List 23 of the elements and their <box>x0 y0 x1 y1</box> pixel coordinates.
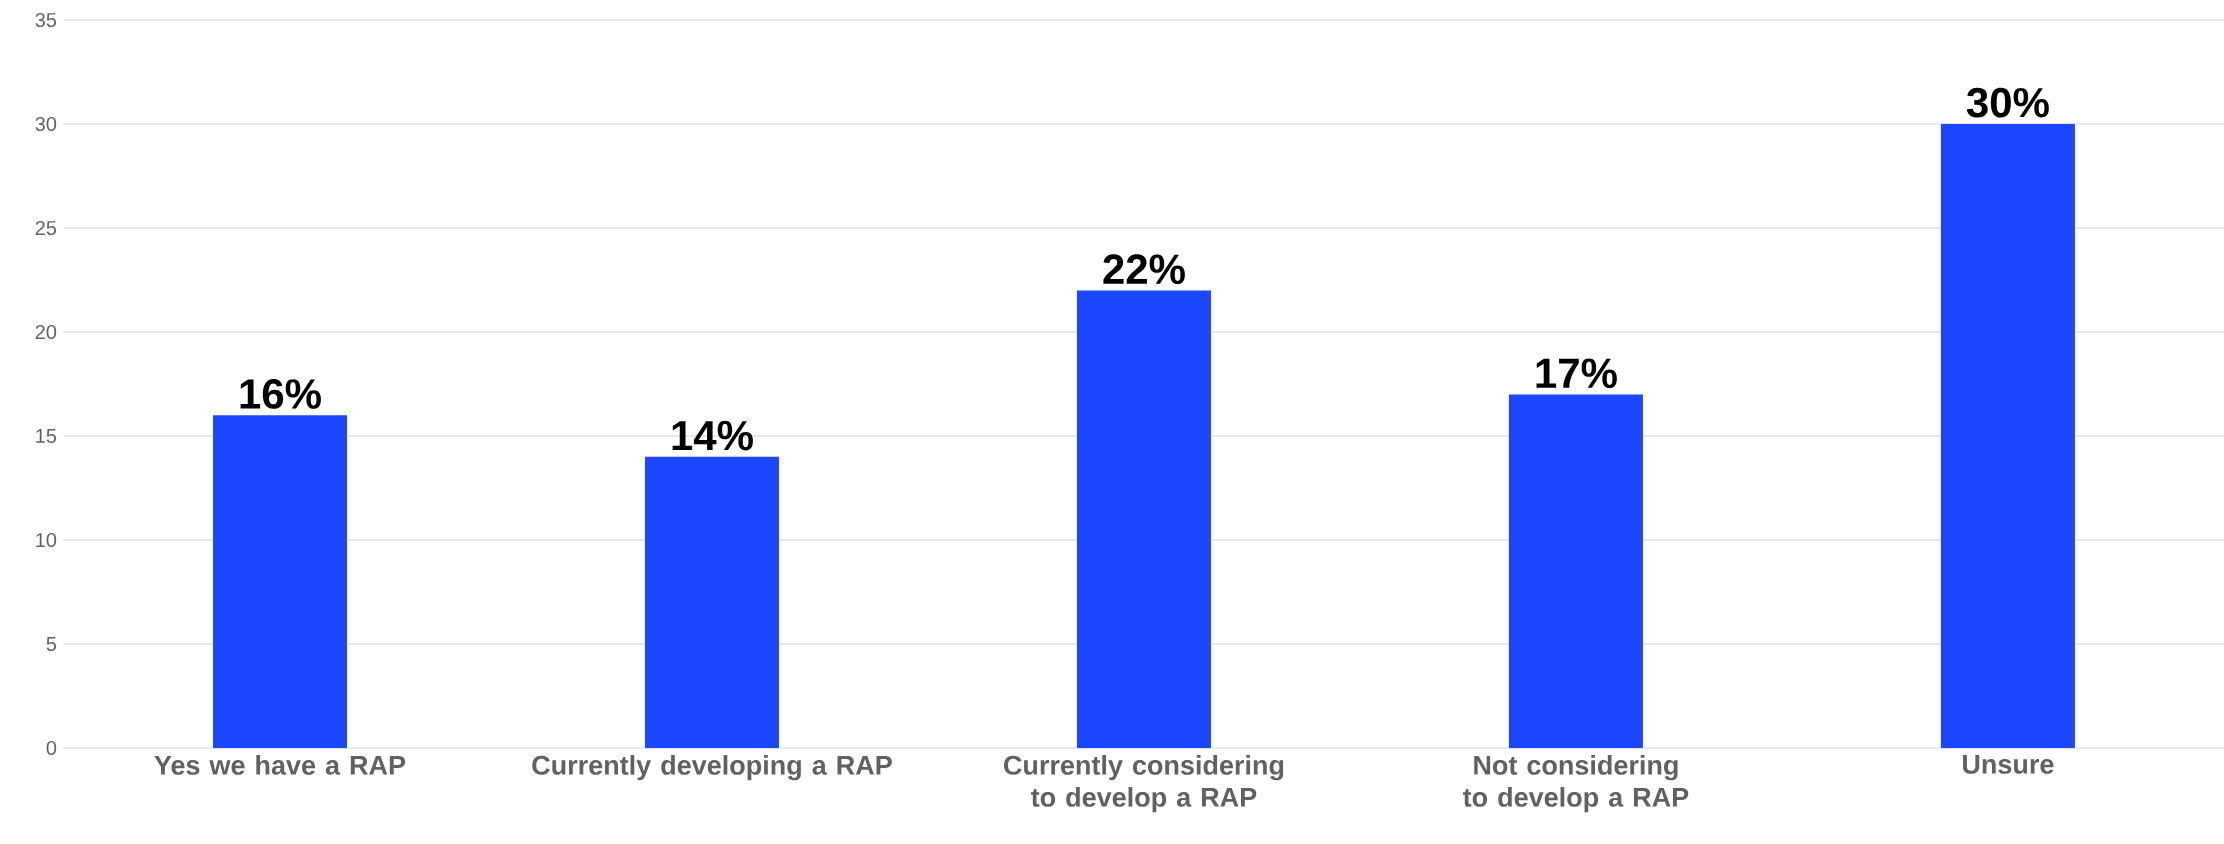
y-tick-label: 35 <box>35 12 57 28</box>
y-tick-label: 10 <box>36 532 57 548</box>
x-tick-label: Yes we have a RAP <box>154 755 406 775</box>
y-tick-label: 25 <box>35 220 57 236</box>
data-label: 22% <box>1103 254 1185 285</box>
bar <box>212 415 347 748</box>
bar <box>1076 290 1211 748</box>
x-tick-label: Unsure <box>1963 755 2054 774</box>
x-tick-label: Currently considering to develop a RAP <box>1004 755 1284 813</box>
y-tick-label: 20 <box>35 324 57 340</box>
bar <box>644 456 779 748</box>
data-label: 14% <box>672 420 753 451</box>
y-tick-label: 0 <box>46 740 57 756</box>
y-tick-label: 15 <box>36 429 57 443</box>
bar <box>1940 123 2075 748</box>
data-label: 16% <box>240 379 321 409</box>
data-label: 30% <box>1966 87 2049 118</box>
x-tick-label: Not considering to develop a RAP <box>1463 755 1689 813</box>
data-label: 17% <box>1536 358 1617 389</box>
bar <box>1508 394 1643 748</box>
y-tick-label: 5 <box>46 637 57 651</box>
x-tick-label: Currently developing a RAP <box>532 755 892 781</box>
y-tick-label: 30 <box>35 116 57 132</box>
